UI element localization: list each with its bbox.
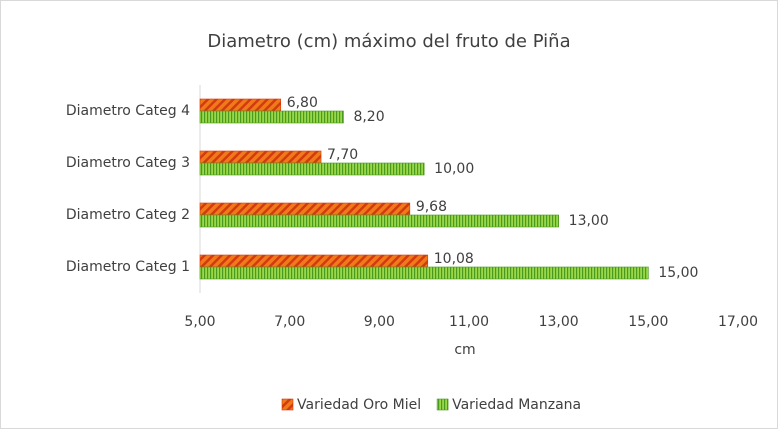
data-label: 13,00 bbox=[569, 213, 609, 229]
y-tick-label: Diametro Categ 1 bbox=[66, 259, 190, 275]
bar bbox=[199, 110, 344, 124]
data-label: 10,08 bbox=[434, 251, 474, 267]
bar bbox=[199, 150, 322, 164]
x-axis-label: cm bbox=[454, 342, 475, 358]
x-tick-label: 7,00 bbox=[274, 314, 305, 330]
bar bbox=[199, 254, 429, 268]
bar bbox=[199, 162, 425, 176]
data-label: 6,80 bbox=[287, 95, 318, 111]
bar bbox=[199, 98, 281, 112]
chart-title: Diametro (cm) máximo del fruto de Piña bbox=[207, 31, 570, 52]
bar bbox=[199, 214, 559, 228]
legend-swatch bbox=[281, 398, 294, 411]
x-tick-label: 15,00 bbox=[628, 314, 668, 330]
y-tick-label: Diametro Categ 3 bbox=[66, 155, 190, 171]
bar bbox=[199, 266, 649, 280]
x-tick-label: 9,00 bbox=[364, 314, 395, 330]
data-label: 15,00 bbox=[658, 265, 698, 281]
x-tick-label: 11,00 bbox=[449, 314, 489, 330]
data-label: 9,68 bbox=[416, 199, 447, 215]
y-tick-label: Diametro Categ 2 bbox=[66, 207, 190, 223]
data-label: 10,00 bbox=[434, 161, 474, 177]
legend-swatch bbox=[436, 398, 449, 411]
y-tick-label: Diametro Categ 4 bbox=[66, 103, 190, 119]
bar bbox=[199, 202, 411, 216]
x-tick-label: 17,00 bbox=[718, 314, 758, 330]
x-tick-label: 5,00 bbox=[184, 314, 215, 330]
legend-label: Variedad Oro Miel bbox=[297, 397, 421, 413]
x-tick-label: 13,00 bbox=[539, 314, 579, 330]
legend-label: Variedad Manzana bbox=[452, 397, 581, 413]
data-label: 7,70 bbox=[327, 147, 358, 163]
data-label: 8,20 bbox=[353, 109, 384, 125]
